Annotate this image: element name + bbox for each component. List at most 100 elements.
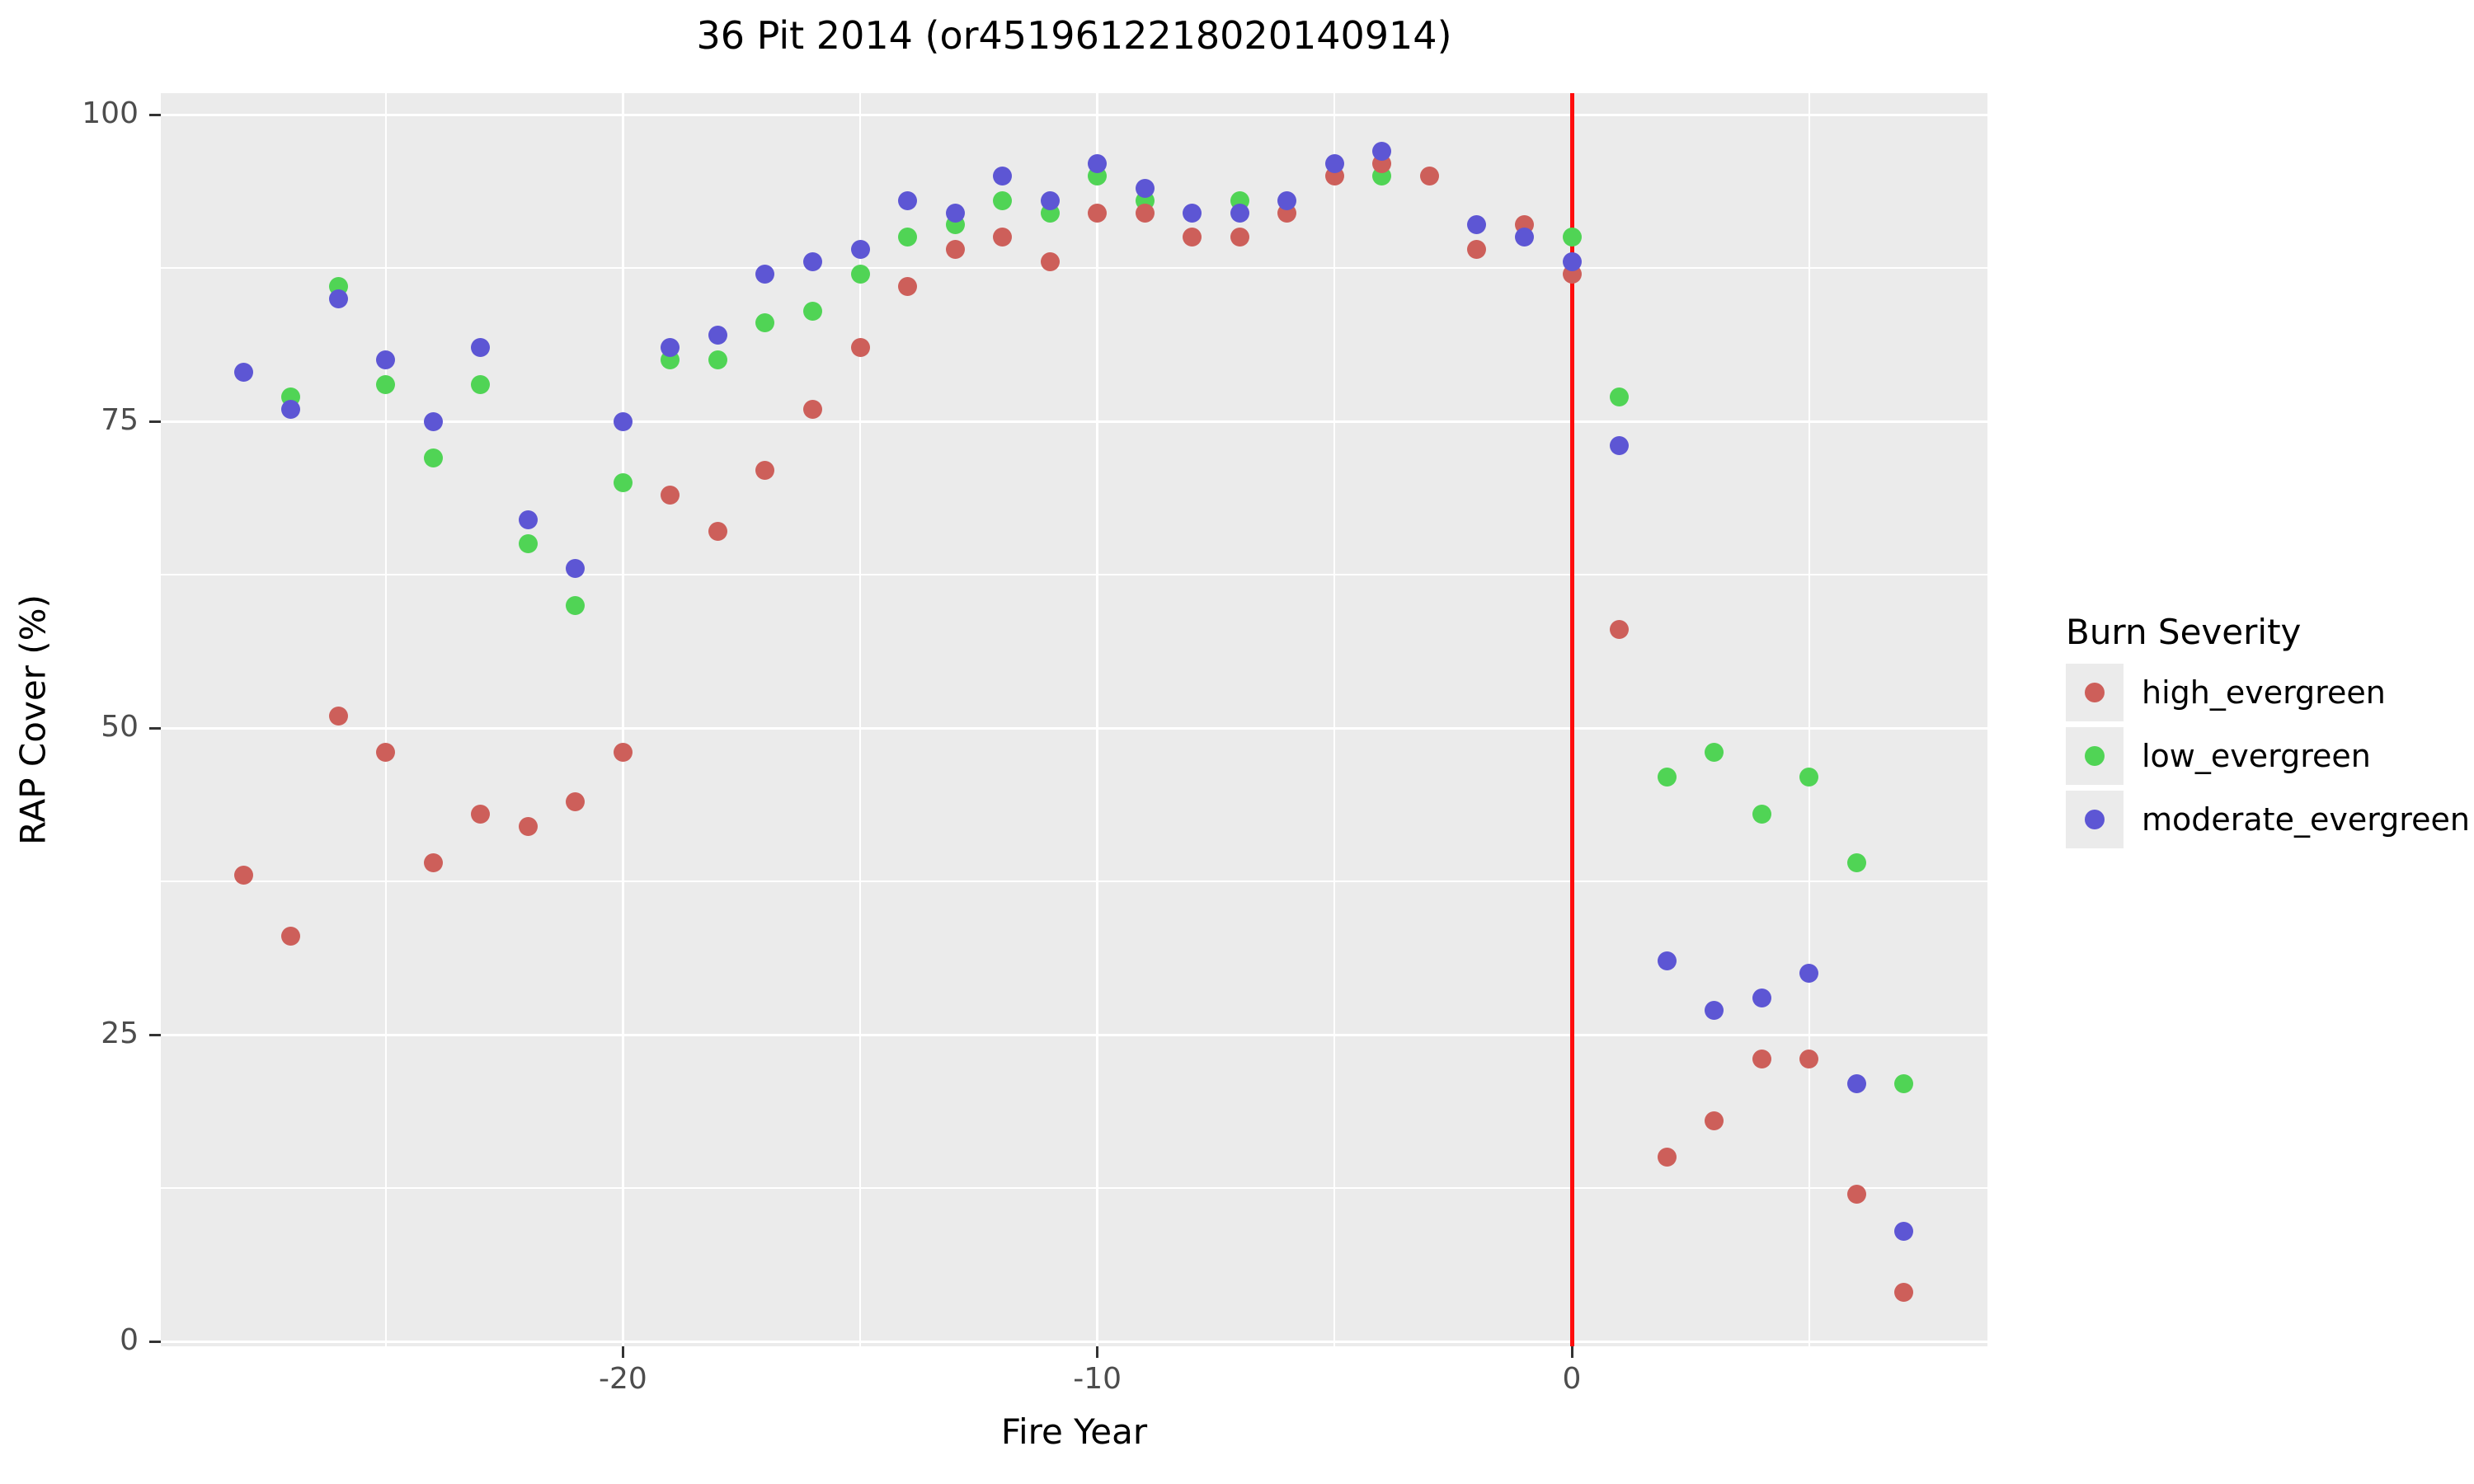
low-evergreen-dot-icon [2085,746,2105,766]
data-point-moderate_evergreen [423,411,443,431]
y-major-gridline [161,726,1987,730]
data-point-high_evergreen [423,853,443,873]
data-point-high_evergreen [708,522,727,542]
data-point-high_evergreen [233,866,253,885]
data-point-moderate_evergreen [803,252,823,272]
y-tick-label: 25 [101,1017,139,1050]
data-point-low_evergreen [471,374,491,394]
data-point-moderate_evergreen [1183,203,1202,223]
x-minor-gridline [384,93,387,1346]
high-evergreen-dot-icon [2085,683,2105,702]
data-point-high_evergreen [1040,252,1060,272]
data-point-moderate_evergreen [233,362,253,382]
data-point-moderate_evergreen [1562,252,1582,272]
data-point-high_evergreen [518,816,538,836]
data-point-high_evergreen [993,228,1013,247]
data-point-high_evergreen [945,240,965,260]
fire-year-line [1569,93,1574,1346]
y-tick-label: 50 [101,710,139,744]
x-tick-mark [1096,1346,1099,1358]
data-point-moderate_evergreen [661,338,680,358]
data-point-low_evergreen [993,190,1013,210]
data-point-high_evergreen [850,338,870,358]
data-point-high_evergreen [1846,1184,1866,1204]
data-point-moderate_evergreen [850,240,870,260]
data-point-high_evergreen [1467,240,1487,260]
data-point-low_evergreen [1894,1074,1914,1094]
legend-item-label: low_evergreen [2142,738,2371,774]
data-point-moderate_evergreen [1514,228,1534,247]
y-tick-label: 75 [101,403,139,437]
data-point-high_evergreen [1183,228,1202,247]
legend-title: Burn Severity [2066,612,2302,652]
y-minor-gridline [161,1187,1987,1189]
data-point-high_evergreen [898,276,918,296]
data-point-low_evergreen [755,313,775,333]
data-point-low_evergreen [708,350,727,370]
x-tick-label: 0 [1562,1362,1582,1396]
data-point-low_evergreen [613,472,633,492]
data-point-high_evergreen [1610,620,1630,640]
x-tick-mark [1570,1346,1573,1358]
plot-panel [161,93,1987,1346]
data-point-moderate_evergreen [1040,190,1060,210]
plot-title: 36 Pit 2014 (or4519612218020140914) [696,13,1452,58]
data-point-low_evergreen [1846,853,1866,873]
data-point-high_evergreen [1705,1111,1724,1130]
data-point-high_evergreen [1230,228,1249,247]
y-tick-mark [149,420,161,423]
x-minor-gridline [1808,93,1810,1346]
data-point-moderate_evergreen [945,203,965,223]
x-tick-label: -10 [1073,1362,1122,1396]
data-point-moderate_evergreen [566,559,586,579]
data-point-moderate_evergreen [1657,951,1677,971]
data-point-moderate_evergreen [1705,1000,1724,1020]
y-tick-label: 0 [120,1323,139,1357]
data-point-low_evergreen [518,534,538,554]
data-point-low_evergreen [1562,228,1582,247]
y-major-gridline [161,420,1987,423]
legend-item-high-evergreen: high_evergreen [2066,664,2470,721]
legend-item-low-evergreen: low_evergreen [2066,727,2470,785]
data-point-high_evergreen [613,743,633,763]
x-axis-title: Fire Year [1000,1411,1148,1452]
data-point-high_evergreen [755,461,775,481]
y-minor-gridline [161,881,1987,882]
legend-item-moderate-evergreen: moderate_evergreen [2066,791,2470,848]
x-tick-label: -20 [598,1362,647,1396]
y-major-gridline [161,1340,1987,1343]
data-point-moderate_evergreen [518,510,538,529]
data-point-low_evergreen [566,595,586,615]
data-point-moderate_evergreen [1610,436,1630,456]
data-point-high_evergreen [1419,166,1439,186]
y-major-gridline [161,1033,1987,1036]
data-point-high_evergreen [328,706,348,726]
data-point-moderate_evergreen [328,289,348,308]
data-point-low_evergreen [1799,768,1819,787]
y-major-gridline [161,113,1987,116]
legend-key [2066,791,2124,848]
data-point-low_evergreen [803,301,823,321]
y-tick-label: 100 [82,96,139,130]
data-point-low_evergreen [1705,743,1724,763]
y-tick-mark [149,1033,161,1036]
data-point-moderate_evergreen [898,190,918,210]
y-axis-title: RAP Cover (%) [12,594,54,845]
data-point-moderate_evergreen [1846,1074,1866,1094]
data-point-high_evergreen [803,399,823,419]
data-point-moderate_evergreen [613,411,633,431]
data-point-moderate_evergreen [1467,215,1487,235]
data-point-moderate_evergreen [1088,154,1108,174]
data-point-low_evergreen [850,264,870,284]
data-point-moderate_evergreen [471,338,491,358]
x-major-gridline [621,93,624,1346]
legend-item-label: moderate_evergreen [2142,801,2470,838]
y-tick-mark [149,1340,161,1343]
data-point-moderate_evergreen [1135,178,1155,198]
data-point-high_evergreen [1088,203,1108,223]
data-point-high_evergreen [376,743,396,763]
y-minor-gridline [161,574,1987,575]
data-point-moderate_evergreen [1752,988,1771,1007]
data-point-high_evergreen [1894,1282,1914,1302]
legend-key [2066,664,2124,721]
